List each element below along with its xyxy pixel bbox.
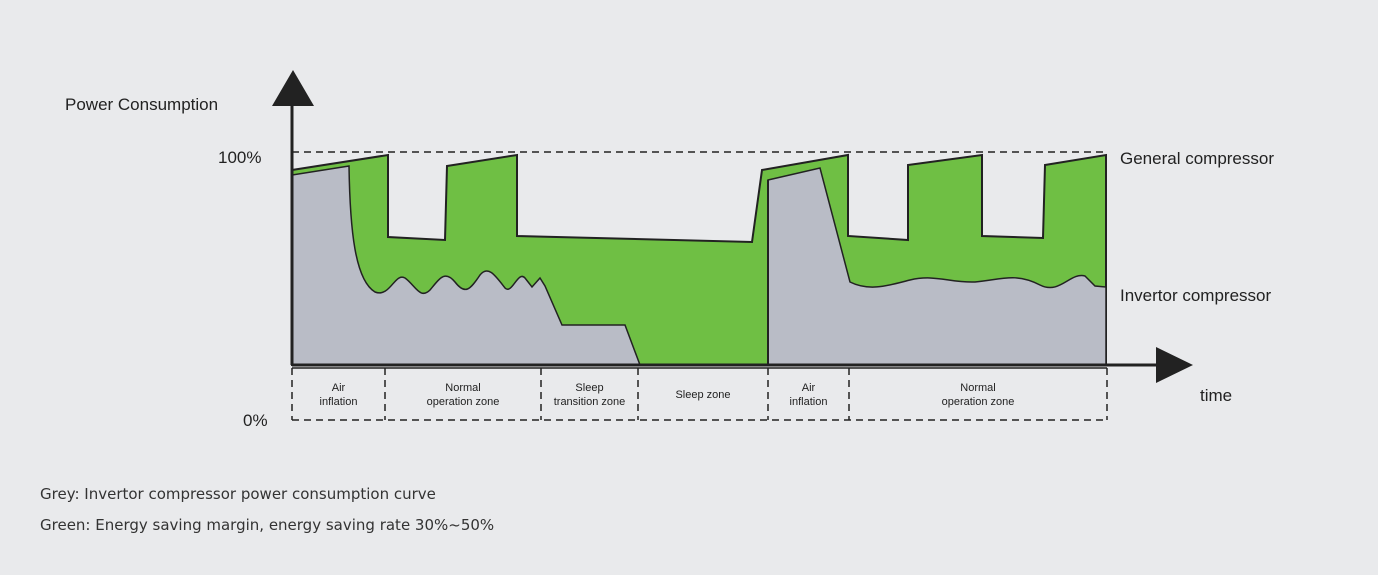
x-label: time [1200, 386, 1232, 405]
zone-label: Sleep [575, 382, 603, 394]
curve-label: General compressor [1120, 149, 1274, 168]
y-arrow [272, 70, 314, 106]
zone-label: Normal [960, 382, 995, 394]
zone-label: transition zone [554, 396, 626, 408]
x-arrow [1156, 347, 1193, 383]
zone-label: inflation [790, 396, 828, 408]
zone-label: Air [332, 382, 346, 394]
zone-grid [291, 367, 1108, 421]
y-label: Power Consumption [65, 95, 218, 114]
zone-label: operation zone [942, 396, 1015, 408]
y-bottom-label: 0% [243, 411, 268, 430]
y-top-label: 100% [218, 148, 261, 167]
zone-label: Sleep zone [675, 389, 730, 401]
zone-labels: Air inflation Normal operation zone Sleep tra… [320, 382, 1015, 408]
zone-label: inflation [320, 396, 358, 408]
zone-label: operation zone [427, 396, 500, 408]
zone-label: Normal [445, 382, 480, 394]
invertor-area [767, 167, 1107, 366]
legend-text: Green: Energy saving margin, energy savi… [40, 516, 494, 534]
curve-label: Invertor compressor [1120, 286, 1271, 305]
zone-label: Air [802, 382, 816, 394]
invertor-area [291, 165, 642, 366]
legend-text: Grey: Invertor compressor power consumpt… [40, 485, 436, 503]
